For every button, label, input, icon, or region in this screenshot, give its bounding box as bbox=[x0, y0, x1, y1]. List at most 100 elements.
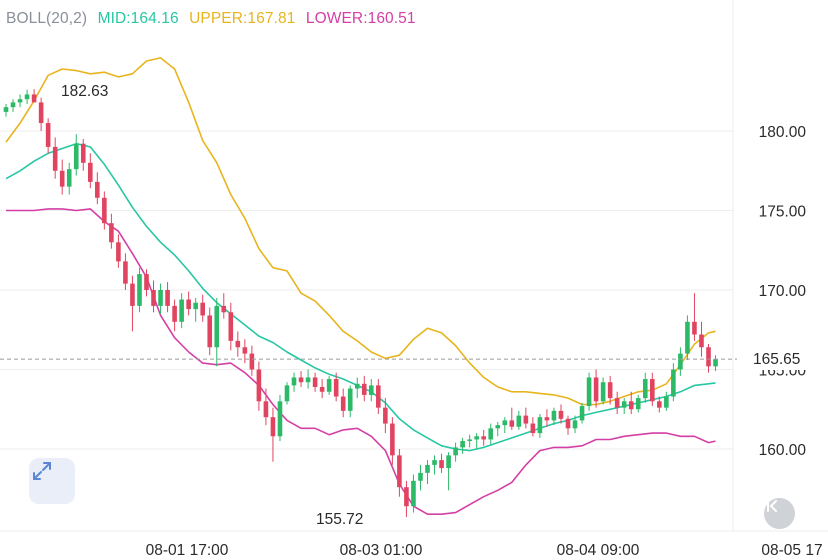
candle-body bbox=[319, 386, 325, 392]
candle-body bbox=[551, 410, 557, 421]
candle-body bbox=[144, 274, 149, 290]
y-tick-label: 180.00 bbox=[759, 124, 807, 141]
candle-body bbox=[572, 420, 578, 429]
candle-body bbox=[333, 379, 339, 397]
x-tick-label: 08-04 09:00 bbox=[557, 542, 640, 559]
candle-body bbox=[404, 487, 409, 507]
candle-body bbox=[31, 94, 37, 103]
candle-body bbox=[38, 102, 44, 124]
candle-body bbox=[45, 123, 51, 147]
candle-body bbox=[66, 169, 72, 187]
candle-body bbox=[3, 107, 9, 112]
candle-body bbox=[685, 321, 690, 354]
candle-body bbox=[88, 162, 93, 182]
candle-body bbox=[593, 377, 599, 402]
x-tick-label: 08-03 01:00 bbox=[340, 542, 423, 559]
candle-body bbox=[109, 223, 114, 243]
candle-body bbox=[390, 423, 395, 456]
collapse-left-button[interactable] bbox=[764, 498, 795, 529]
candle-body bbox=[607, 382, 613, 399]
candle-body bbox=[425, 464, 430, 473]
candle-body bbox=[713, 359, 718, 367]
candle-body bbox=[256, 369, 262, 402]
candle-body bbox=[579, 406, 585, 421]
y-tick-label: 175.00 bbox=[759, 204, 807, 221]
candle-body bbox=[102, 197, 107, 224]
candle-body bbox=[411, 480, 416, 507]
candle-body bbox=[214, 305, 220, 348]
candle-body bbox=[17, 99, 23, 103]
candle-body bbox=[488, 428, 494, 440]
candle-body bbox=[544, 417, 550, 421]
candle-body bbox=[24, 94, 30, 100]
candle-body bbox=[523, 415, 529, 424]
candle-body bbox=[354, 383, 360, 389]
candle-body bbox=[537, 417, 543, 434]
x-tick-label: 08-01 17:00 bbox=[146, 542, 229, 559]
candle-body bbox=[10, 102, 16, 108]
candle-body bbox=[678, 353, 683, 370]
lower-label: LOWER:160.51 bbox=[305, 10, 416, 27]
candle-body bbox=[692, 321, 697, 335]
candle-body bbox=[530, 423, 536, 434]
candle-body bbox=[221, 305, 227, 313]
candle-body bbox=[635, 398, 641, 410]
candle-body bbox=[284, 385, 290, 402]
candle-body bbox=[600, 382, 606, 402]
candle-body bbox=[446, 455, 451, 469]
candle-body bbox=[706, 347, 711, 367]
y-tick-label: 160.00 bbox=[759, 442, 807, 459]
candle-body bbox=[291, 377, 297, 386]
collapse-left-icon bbox=[767, 500, 777, 512]
candle-body bbox=[52, 146, 58, 171]
candle-body bbox=[495, 425, 501, 429]
candle-body bbox=[193, 302, 198, 310]
candle-body bbox=[383, 407, 388, 424]
candle-body bbox=[361, 383, 367, 395]
indicator-legend: BOLL(20,2) MID:164.16 UPPER:167.81 LOWER… bbox=[6, 10, 422, 28]
candle-body bbox=[474, 436, 479, 440]
indicator-name: BOLL(20,2) bbox=[6, 10, 88, 27]
candle-body bbox=[586, 377, 592, 407]
expand-icon bbox=[33, 462, 51, 480]
mid-band-line bbox=[5, 142, 716, 452]
candle-body bbox=[242, 347, 248, 354]
low-annotation: 155.72 bbox=[316, 511, 363, 528]
candle-body bbox=[642, 379, 648, 399]
candle-body bbox=[340, 396, 346, 411]
candle-body bbox=[439, 460, 444, 469]
candle-body bbox=[263, 401, 269, 418]
candle-body bbox=[376, 385, 381, 408]
candle-body bbox=[277, 401, 283, 437]
candle-body bbox=[628, 401, 634, 410]
candle-body bbox=[509, 420, 515, 427]
candle-body bbox=[130, 283, 135, 306]
candle-body bbox=[326, 379, 332, 392]
current-price-label: 165.65 bbox=[737, 350, 828, 370]
candle-body bbox=[347, 388, 353, 411]
candle-body bbox=[467, 439, 472, 442]
candle-body bbox=[621, 401, 627, 408]
lower-band-line bbox=[6, 208, 716, 516]
candle-body bbox=[502, 420, 508, 426]
expand-button[interactable] bbox=[29, 458, 75, 504]
candle-body bbox=[123, 261, 128, 284]
candle-body bbox=[270, 417, 276, 437]
candle-body bbox=[249, 353, 255, 370]
candle-body bbox=[165, 290, 170, 306]
candle-body bbox=[116, 242, 121, 262]
high-annotation: 182.63 bbox=[61, 83, 108, 100]
candle-body bbox=[186, 299, 191, 310]
candle-body bbox=[179, 299, 184, 322]
candle-body bbox=[207, 315, 213, 348]
candle-body bbox=[80, 143, 86, 163]
candle-body bbox=[95, 181, 100, 198]
candle-body bbox=[481, 436, 486, 440]
upper-label: UPPER:167.81 bbox=[189, 10, 296, 27]
candle-body bbox=[298, 377, 304, 383]
candle-body bbox=[137, 274, 142, 306]
x-tick-label: 08-05 17 bbox=[761, 542, 822, 559]
candle-body bbox=[453, 447, 458, 456]
